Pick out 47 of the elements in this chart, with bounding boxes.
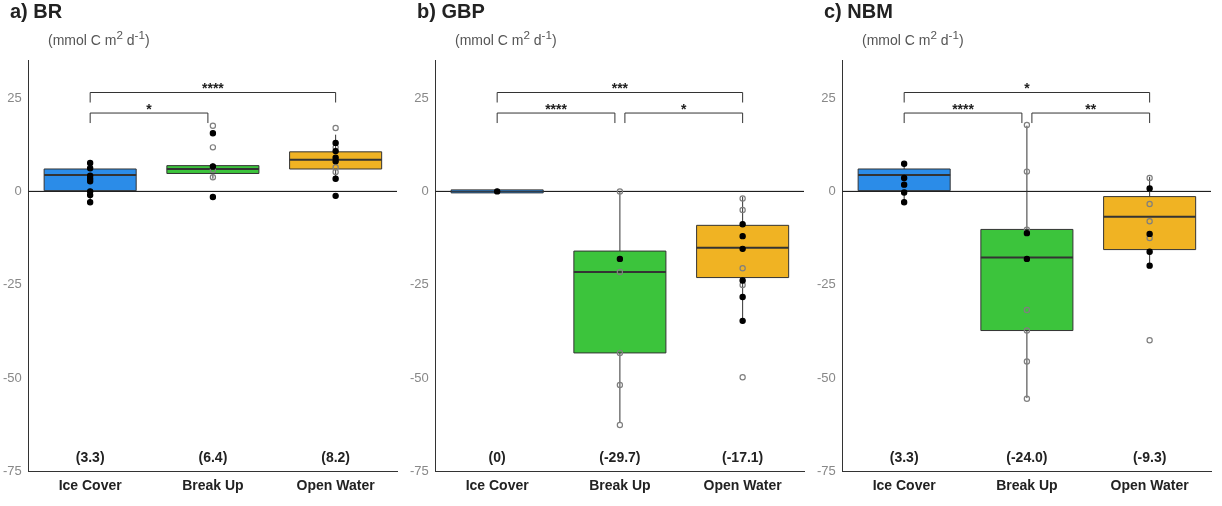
x-tick-label: Open Water (1110, 477, 1190, 494)
annotation: (3.3) (75, 449, 105, 466)
annotation: **** (545, 100, 568, 117)
annotation: (6.4) (198, 449, 228, 466)
x-tick-label: Break Up (182, 477, 244, 494)
y-tick-label: 0 (14, 182, 22, 198)
annotation: **** (952, 100, 975, 117)
y-tick-label: -75 (2, 462, 22, 478)
x-tick-label: Ice Cover (58, 477, 123, 494)
y-tick-label: -50 (409, 369, 429, 385)
y-tick-label: 25 (821, 89, 836, 105)
annotation: * (146, 100, 153, 117)
y-tick-label: -50 (2, 369, 22, 385)
y-tick-label: 0 (828, 182, 836, 198)
y-tick-label: 25 (7, 89, 22, 105)
y-tick-label: -25 (2, 276, 22, 292)
annotation: *** (611, 80, 629, 97)
annotation: (-17.1) (722, 449, 764, 466)
y-axis-title: (mmol C m$^{2}$ d$^{-1}$) (47, 28, 151, 50)
y-tick-label: -75 (409, 462, 429, 478)
annotation: (0) (488, 449, 506, 466)
y-axis-title: (mmol C m$^{2}$ d$^{-1}$) (454, 28, 558, 50)
annotation: (3.3) (889, 449, 919, 466)
annotation: (-24.0) (1006, 449, 1048, 466)
annotation: * (1024, 80, 1031, 97)
annotation: (-29.7) (599, 449, 641, 466)
chart-title: a) BR (9, 0, 64, 24)
y-axis-title: (mmol C m$^{2}$ d$^{-1}$) (861, 28, 965, 50)
y-tick-label: -25 (409, 276, 429, 292)
chart-title: b) GBP (416, 0, 486, 24)
x-tick-label: Break Up (589, 477, 651, 494)
annotation: ** (1085, 100, 1097, 117)
x-tick-label: Open Water (703, 477, 783, 494)
x-tick-label: Ice Cover (465, 477, 530, 494)
y-tick-label: 0 (421, 182, 429, 198)
annotation: (-9.3) (1132, 449, 1167, 466)
annotation: **** (202, 80, 225, 97)
y-tick-label: -50 (816, 369, 836, 385)
x-tick-label: Open Water (296, 477, 376, 494)
annotation: * (681, 100, 688, 117)
y-tick-label: 25 (414, 89, 429, 105)
y-tick-label: -25 (816, 276, 836, 292)
x-tick-label: Ice Cover (872, 477, 937, 494)
annotation: (8.2) (321, 449, 351, 466)
y-tick-label: -75 (816, 462, 836, 478)
chart-title: c) NBM (823, 0, 894, 24)
x-tick-label: Break Up (996, 477, 1058, 494)
